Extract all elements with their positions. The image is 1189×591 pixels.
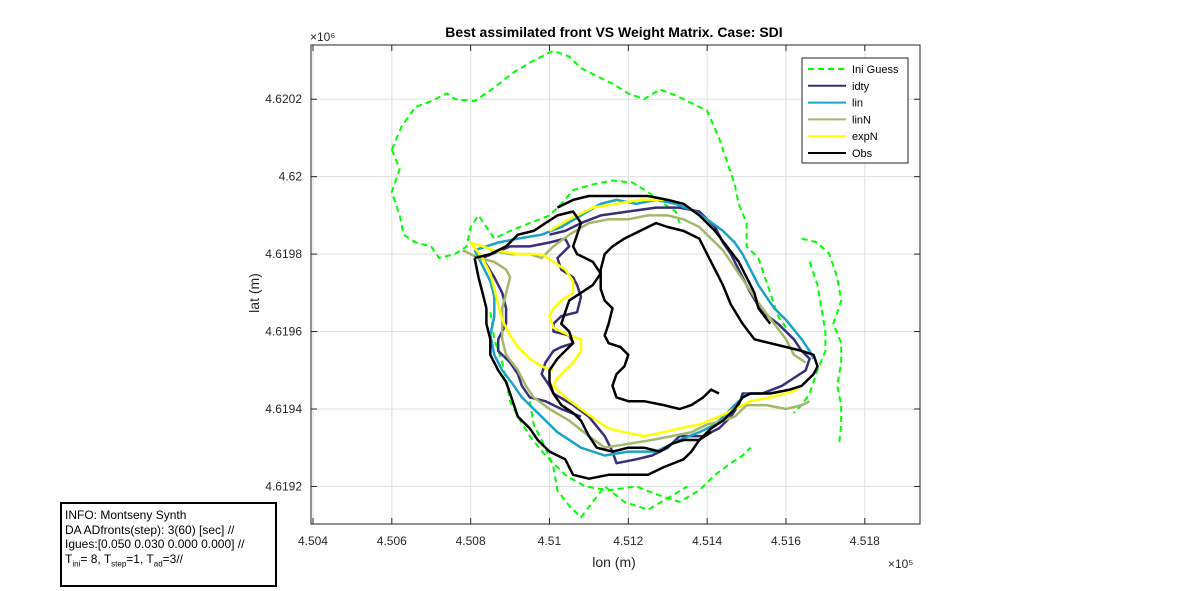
t-ini-rest: = 8, T [80,551,112,566]
chart-title: Best assimilated front VS Weight Matrix.… [445,24,782,40]
series-lin [473,198,815,457]
x-axis-label: lon (m) [592,554,636,570]
series-linn [462,214,811,449]
legend-label: idty [852,81,870,93]
t-ini-sub: ini [72,558,81,568]
info-line-4: Tini= 8, Tstep=1, Tad=3// [65,551,275,568]
t-step-rest: =1, T [126,551,154,566]
series-line [473,249,748,457]
y-tick-label: 4.6198 [265,247,302,261]
series-line [793,261,827,414]
y-tick-label: 4.6194 [265,402,302,416]
x-tick-label: 4.508 [456,534,486,548]
grid-lines [311,45,920,524]
series-line [469,241,554,372]
y-tick-label: 4.6196 [265,325,302,339]
series-line [801,237,843,444]
series-line [556,194,772,325]
y-exponent-label: ×10⁶ [310,30,335,44]
series-line [473,221,819,480]
series-line [490,214,807,364]
x-tick-label: 4.514 [692,534,722,548]
info-line-1: INFO: Montseny Synth [65,508,187,522]
t-step-sub: step [111,558,127,568]
legend-box [801,57,909,164]
y-tick-label: 4.6192 [265,479,302,493]
y-axis-label: lat (m) [246,273,262,313]
series-expn [469,198,799,438]
legend: Ini Guess idty lin linN expN Obs [801,57,909,164]
series-line [390,149,681,259]
series-layer [390,49,843,519]
series-line [548,198,664,232]
x-tick-label: 4.516 [771,534,801,548]
info-box: INFO: Montseny Synth DA ADfronts(step): … [60,502,277,587]
series-obs [473,194,819,480]
series-line [481,257,582,418]
legend-label: lin [852,98,863,110]
axes-box [310,44,921,525]
series-line [470,241,799,438]
x-tick-label: 4.506 [377,534,407,548]
x-tick-label: 4.51 [538,534,562,548]
series-line [474,198,815,360]
t-ini-label: T [65,551,73,566]
x-exponent-label: ×10⁵ [888,557,913,571]
legend-label: linN [852,114,871,126]
x-tick-label: 4.504 [298,534,328,548]
info-line-3: Igues:[0.050 0.030 0.000 0.000] // [65,537,245,551]
y-tick-label: 4.62 [279,170,303,184]
legend-label: Obs [852,148,873,160]
t-ad-rest: =3// [162,551,184,566]
t-ad-sub: ad [153,558,163,568]
x-tick-label: 4.512 [613,534,643,548]
info-line-2: DA ADfronts(step): 3(60) [sec] // [65,522,235,537]
x-tick-label: 4.518 [850,534,880,548]
series-line [390,49,787,329]
series-line [474,210,712,453]
series-line [462,249,811,449]
legend-entries: Ini Guess idty lin linN expN Obs [808,64,899,160]
tick-marks: 4.504 4.506 4.508 4.51 4.512 4.514 4.516 4.518 4… [265,45,920,548]
legend-label: expN [852,131,878,143]
y-tick-label: 4.6202 [265,92,302,106]
legend-label: Ini Guess [852,64,899,76]
series-line [528,401,688,519]
